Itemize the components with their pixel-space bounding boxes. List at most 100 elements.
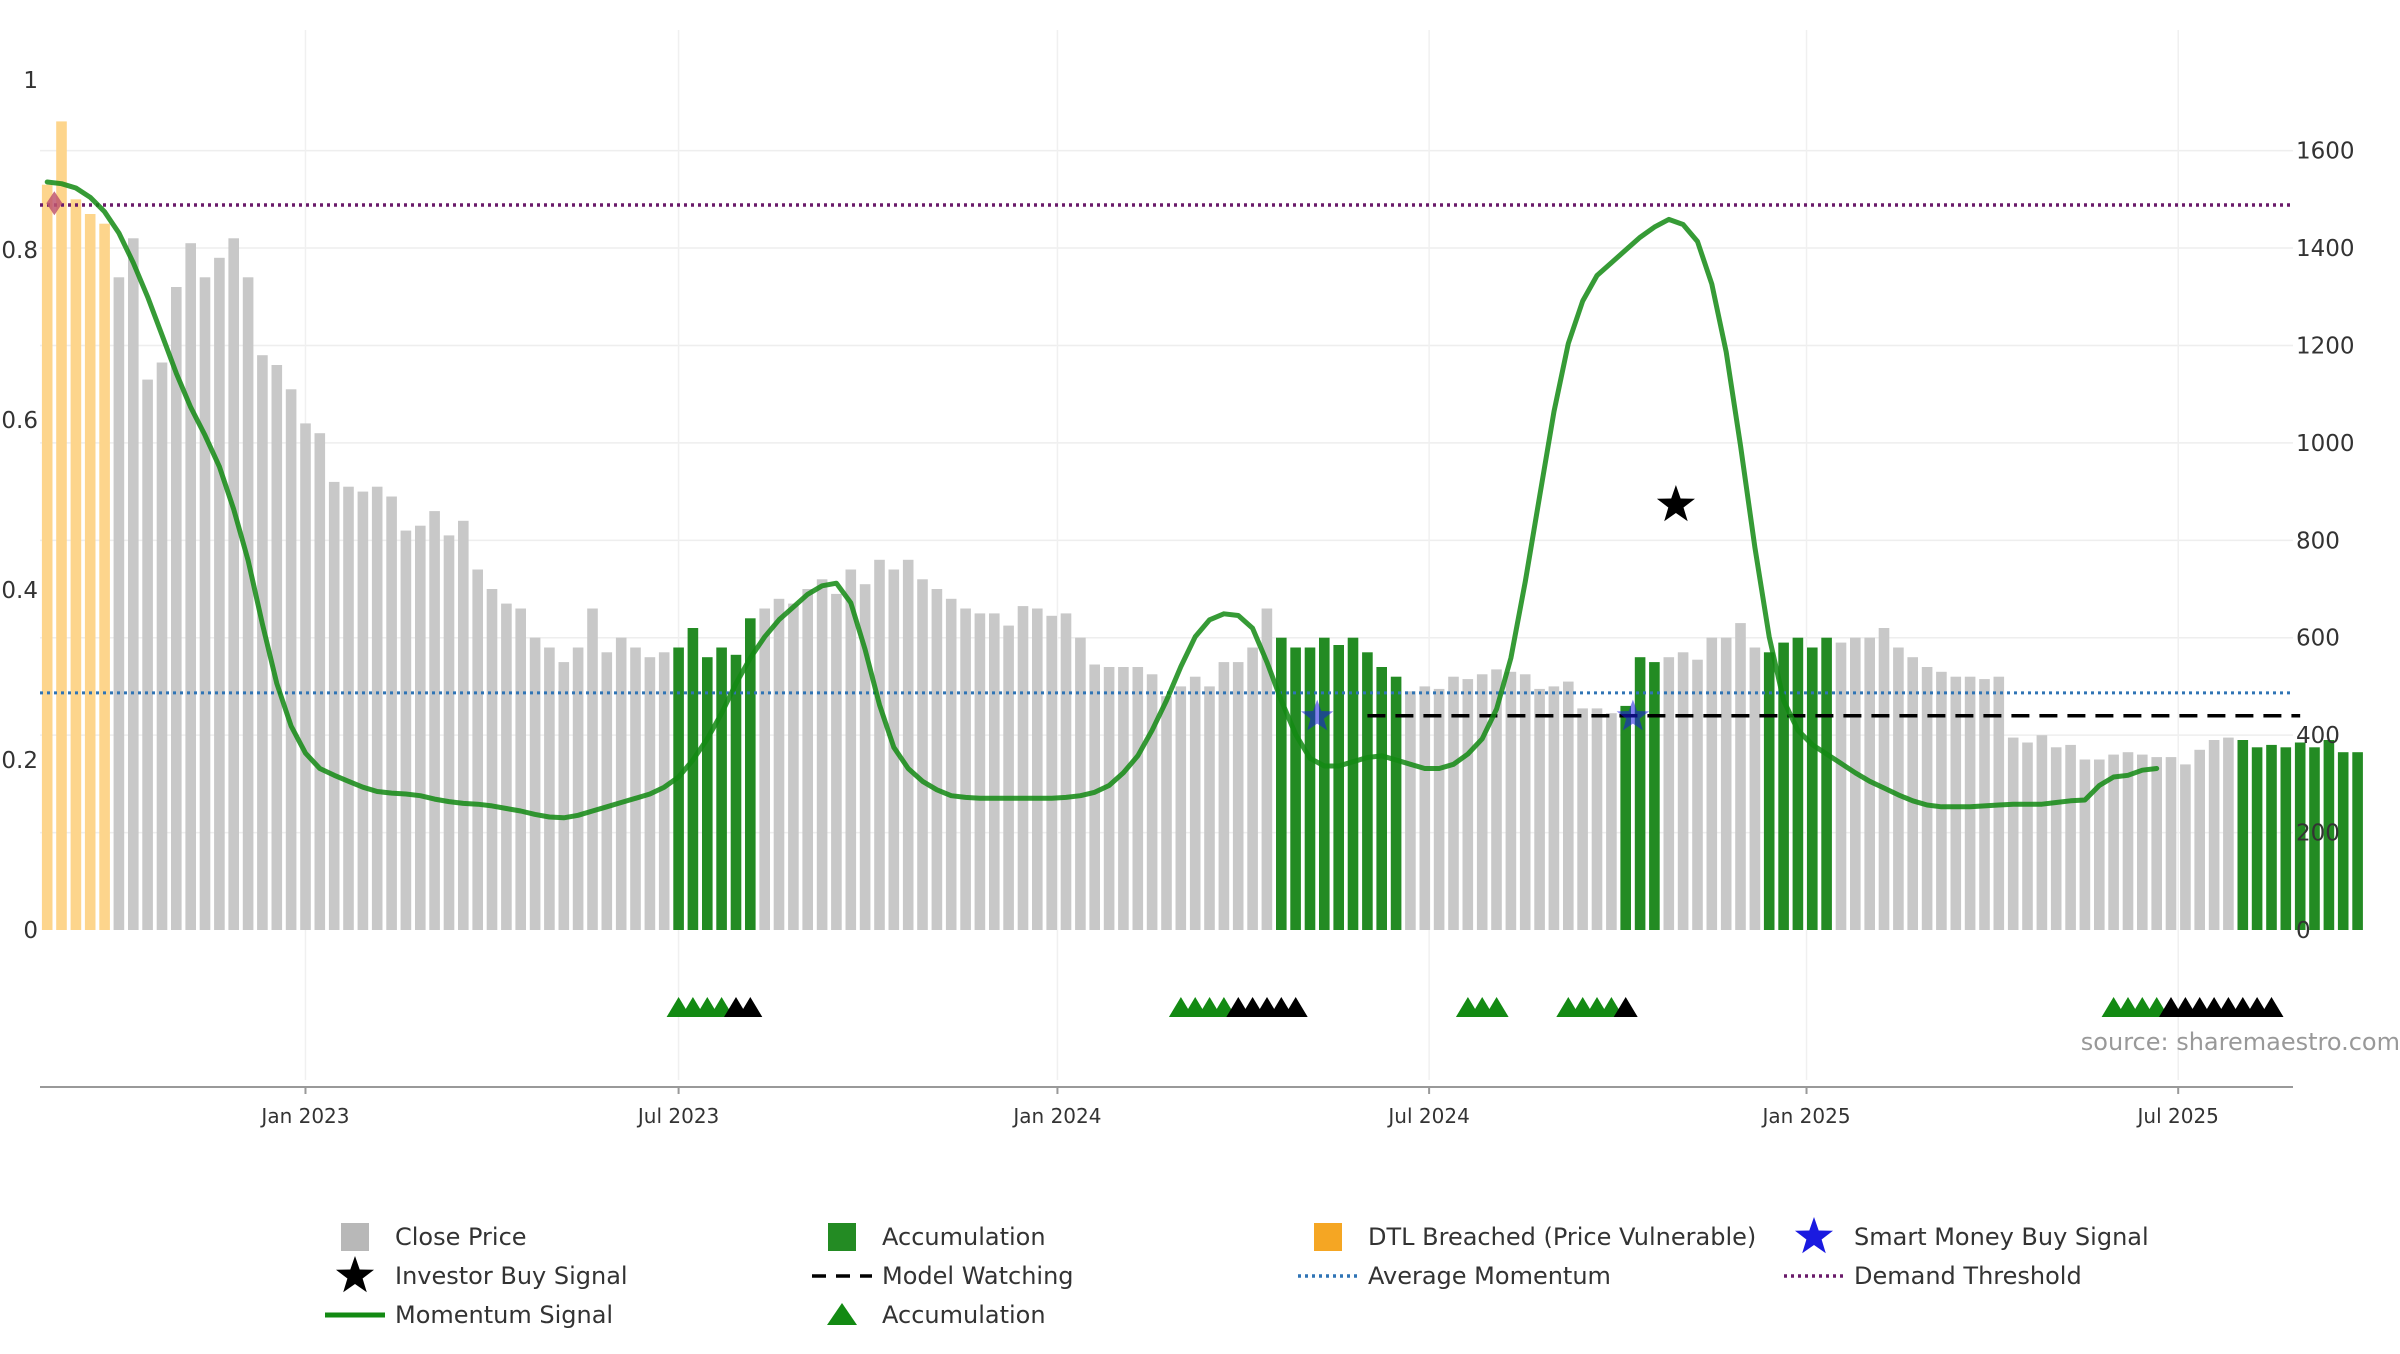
price-bar [1649, 662, 1660, 930]
price-bar [1792, 637, 1804, 930]
dtl-breach-marker [46, 191, 63, 216]
price-bar [945, 598, 957, 930]
legend-label: Model Watching [882, 1262, 1074, 1290]
price-bar [214, 257, 225, 930]
price-bar [1850, 637, 1861, 930]
price-bar [486, 589, 498, 930]
price-bar [1577, 708, 1588, 930]
price-bar [1907, 657, 1918, 930]
legend-label: Momentum Signal [395, 1301, 613, 1329]
price-bar [1276, 637, 1287, 930]
price-bar [199, 277, 211, 930]
price-bar [443, 535, 455, 930]
price-bar [70, 199, 82, 931]
legend-item: Smart Money Buy Signal [1795, 1217, 2149, 1254]
smart-money-star [1616, 699, 1650, 731]
price-bar [773, 598, 785, 930]
right-axis-tick: 1600 [2296, 139, 2355, 165]
legend-item: DTL Breached (Price Vulnerable) [1314, 1223, 1756, 1251]
price-bar [989, 613, 1000, 930]
price-bar [1003, 625, 1014, 930]
price-bar [1103, 667, 1115, 930]
right-axis-tick: 1200 [2296, 333, 2355, 359]
price-bar [1132, 667, 1144, 930]
price-bar [386, 496, 397, 930]
price-bar [1232, 662, 1244, 930]
price-bar [2208, 740, 2220, 930]
left-axis-tick: 0 [23, 918, 38, 944]
price-bar [2180, 764, 2191, 930]
left-axis-tick: 0.2 [1, 748, 38, 774]
price-bar [257, 355, 268, 930]
price-bar [1720, 637, 1732, 930]
legend-item: Demand Threshold [1784, 1262, 2082, 1290]
price-bar [1519, 674, 1531, 930]
price-bar [458, 520, 469, 930]
price-bar [1606, 713, 1617, 930]
price-bar [472, 569, 483, 930]
legend-item: Momentum Signal [325, 1301, 613, 1329]
price-bar [831, 593, 842, 930]
price-bar [960, 608, 971, 930]
price-bar [2022, 742, 2033, 930]
price-bar [1563, 681, 1574, 930]
price-bar [2151, 757, 2162, 930]
price-bar [1620, 705, 1631, 930]
right-axis-tick: 800 [2296, 528, 2340, 554]
price-bar [1204, 686, 1215, 930]
source-label: source: sharemaestro.com [2081, 1028, 2400, 1056]
price-bar [2137, 754, 2148, 930]
price-bar [1821, 637, 1832, 930]
price-bar [759, 608, 770, 930]
price-bar [1964, 676, 1976, 930]
price-bar [185, 243, 196, 930]
legend-label: Average Momentum [1368, 1262, 1611, 1290]
price-bar [874, 559, 885, 930]
price-bar [1706, 637, 1718, 930]
price-bar [1476, 674, 1488, 930]
x-axis-tick-label: Jan 2024 [1011, 1104, 1101, 1128]
legend-item: Accumulation [828, 1223, 1046, 1251]
price-bar [1175, 686, 1187, 930]
price-bar [1778, 642, 1789, 930]
price-bar [2108, 754, 2119, 930]
legend-item: Investor Buy Signal [336, 1256, 628, 1293]
price-bar [1304, 647, 1316, 930]
price-bar [2036, 735, 2048, 930]
left-axis-tick: 0.8 [1, 238, 38, 264]
price-bar [845, 569, 857, 930]
price-bar [587, 608, 598, 930]
price-bar [1663, 657, 1675, 930]
price-bars [41, 121, 2363, 931]
price-bar [687, 628, 699, 930]
price-bar [1319, 637, 1330, 930]
left-axis-tick: 1 [23, 68, 38, 94]
price-bar [171, 287, 182, 930]
price-bar [1735, 623, 1746, 930]
price-bar [501, 603, 512, 930]
price-bar [1089, 664, 1100, 930]
legend-swatch [341, 1223, 369, 1251]
price-bar [515, 608, 526, 930]
price-bar [702, 657, 713, 930]
price-bar [917, 579, 928, 930]
price-bar [1247, 647, 1258, 930]
price-bar [113, 277, 125, 930]
price-bar [1634, 657, 1646, 930]
price-bar [1189, 676, 1201, 930]
price-bar [2337, 752, 2349, 930]
accumulation-triangle [1613, 997, 1638, 1017]
price-bar [1505, 671, 1517, 930]
legend-item: Accumulation [827, 1301, 1046, 1329]
price-bar [2094, 759, 2105, 930]
price-bar [1218, 662, 1230, 930]
price-bar [1060, 613, 1072, 930]
price-bar [2309, 747, 2320, 930]
price-bar [601, 652, 613, 930]
right-axis-tick: 200 [2296, 821, 2340, 847]
price-bar [2294, 742, 2306, 930]
right-axis-tick: 600 [2296, 626, 2340, 652]
price-bar [1763, 652, 1775, 930]
accumulation-triangle [738, 997, 763, 1017]
